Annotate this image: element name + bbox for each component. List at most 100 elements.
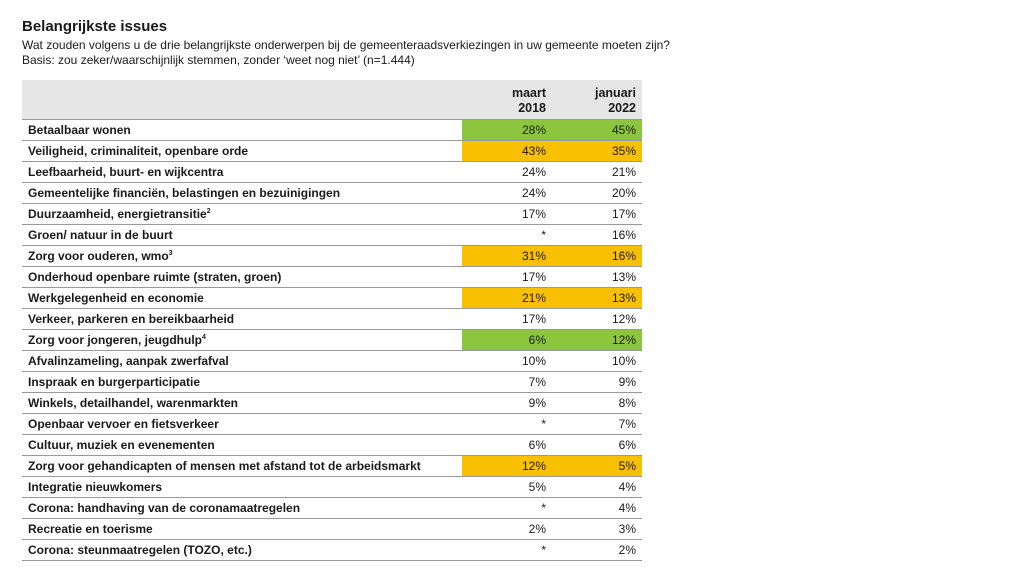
value-2022: 7% — [552, 413, 642, 435]
row-label-text: Winkels, detailhandel, warenmarkten — [28, 396, 238, 410]
value-2022: 21% — [552, 161, 642, 183]
row-label-text: Duurzaamheid, energietransitie — [28, 207, 207, 221]
row-label-text: Gemeentelijke financiën, belastingen en … — [28, 186, 341, 200]
value-2022: 17% — [552, 203, 642, 225]
value-2022: 45% — [552, 119, 642, 141]
row-label: Werkgelegenheid en economie — [22, 287, 462, 309]
value-2022: 8% — [552, 392, 642, 414]
value-2022: 2% — [552, 539, 642, 561]
row-label-text: Groen/ natuur in de buurt — [28, 228, 173, 242]
col-2018-line1: maart — [511, 86, 546, 100]
value-2022: 9% — [552, 371, 642, 393]
value-2022: 4% — [552, 476, 642, 498]
value-2018: 17% — [462, 203, 552, 225]
value-2022: 12% — [552, 308, 642, 330]
value-2022: 6% — [552, 434, 642, 456]
footnote-marker: 3 — [168, 250, 173, 257]
header-col-2022: januari 2022 — [552, 80, 642, 120]
value-2018: * — [462, 497, 552, 519]
row-label: Onderhoud openbare ruimte (straten, groe… — [22, 266, 462, 288]
row-label: Verkeer, parkeren en bereikbaarheid — [22, 308, 462, 330]
value-2018: 2% — [462, 518, 552, 540]
row-label: Leefbaarheid, buurt- en wijkcentra — [22, 161, 462, 183]
value-2022: 5% — [552, 455, 642, 477]
row-label-text: Betaalbaar wonen — [28, 123, 131, 137]
value-2022: 4% — [552, 497, 642, 519]
table-row: Inspraak en burgerparticipatie 7% 9% — [22, 371, 642, 393]
row-label-text: Integratie nieuwkomers — [28, 480, 163, 494]
value-2018: * — [462, 539, 552, 561]
issues-table: maart 2018 januari 2022 Betaalbaar wonen… — [22, 80, 642, 561]
table-row: Cultuur, muziek en evenementen 6% 6% — [22, 434, 642, 456]
table-row: Duurzaamheid, energietransitie2 17% 17% — [22, 203, 642, 225]
table-row: Onderhoud openbare ruimte (straten, groe… — [22, 266, 642, 288]
table-row: Werkgelegenheid en economie 21% 13% — [22, 287, 642, 309]
table-row: Afvalinzameling, aanpak zwerfafval 10% 10% — [22, 350, 642, 372]
row-label: Groen/ natuur in de buurt — [22, 224, 462, 246]
table-row: Winkels, detailhandel, warenmarkten 9% 8% — [22, 392, 642, 414]
header-label-cell — [22, 80, 462, 120]
table-body: Betaalbaar wonen 28% 45% Veiligheid, crimin… — [22, 119, 642, 561]
col-2018-line2: 2018 — [518, 101, 546, 115]
value-2018: 43% — [462, 140, 552, 162]
value-2022: 10% — [552, 350, 642, 372]
row-label: Zorg voor ouderen, wmo3 — [22, 245, 462, 267]
row-label-text: Onderhoud openbare ruimte (straten, groe… — [28, 270, 282, 284]
row-label-text: Zorg voor gehandicapten of mensen met af… — [28, 459, 421, 473]
row-label: Zorg voor gehandicapten of mensen met af… — [22, 455, 462, 477]
row-label: Openbaar vervoer en fietsverkeer — [22, 413, 462, 435]
value-2022: 16% — [552, 245, 642, 267]
row-label: Duurzaamheid, energietransitie2 — [22, 203, 462, 225]
row-label: Veiligheid, criminaliteit, openbare orde — [22, 140, 462, 162]
row-label: Recreatie en toerisme — [22, 518, 462, 540]
row-label-text: Openbaar vervoer en fietsverkeer — [28, 417, 219, 431]
value-2022: 12% — [552, 329, 642, 351]
value-2022: 3% — [552, 518, 642, 540]
row-label: Afvalinzameling, aanpak zwerfafval — [22, 350, 462, 372]
row-label-text: Corona: handhaving van de coronamaatrege… — [28, 501, 301, 515]
question-text: Wat zouden volgens u de drie belangrijks… — [22, 38, 670, 52]
row-label-text: Zorg voor ouderen, wmo — [28, 249, 169, 263]
header-block: Belangrijkste issues Wat zouden volgens … — [22, 18, 722, 68]
table-header: maart 2018 januari 2022 — [22, 80, 642, 120]
row-label-text: Afvalinzameling, aanpak zwerfafval — [28, 354, 229, 368]
row-label-text: Recreatie en toerisme — [28, 522, 153, 536]
table-row: Openbaar vervoer en fietsverkeer * 7% — [22, 413, 642, 435]
table-row: Verkeer, parkeren en bereikbaarheid 17% 12… — [22, 308, 642, 330]
row-label-text: Leefbaarheid, buurt- en wijkcentra — [28, 165, 224, 179]
row-label: Winkels, detailhandel, warenmarkten — [22, 392, 462, 414]
row-label: Betaalbaar wonen — [22, 119, 462, 141]
value-2018: 6% — [462, 329, 552, 351]
row-label: Gemeentelijke financiën, belastingen en … — [22, 182, 462, 204]
header-row: maart 2018 januari 2022 — [22, 80, 642, 120]
value-2018: 24% — [462, 161, 552, 183]
table-row: Integratie nieuwkomers 5% 4% — [22, 476, 642, 498]
row-label-text: Cultuur, muziek en evenementen — [28, 438, 215, 452]
row-label-text: Zorg voor jongeren, jeugdhulp — [28, 333, 202, 347]
value-2022: 35% — [552, 140, 642, 162]
row-label-text: Corona: steunmaatregelen (TOZO, etc.) — [28, 543, 252, 557]
value-2018: * — [462, 224, 552, 246]
row-label: Zorg voor jongeren, jeugdhulp4 — [22, 329, 462, 351]
row-label-text: Verkeer, parkeren en bereikbaarheid — [28, 312, 235, 326]
table-row: Zorg voor jongeren, jeugdhulp4 6% 12% — [22, 329, 642, 351]
value-2018: 10% — [462, 350, 552, 372]
value-2018: 24% — [462, 182, 552, 204]
row-label: Cultuur, muziek en evenementen — [22, 434, 462, 456]
footnote-marker: 2 — [206, 208, 211, 215]
value-2022: 13% — [552, 266, 642, 288]
table-row: Leefbaarheid, buurt- en wijkcentra 24% 21% — [22, 161, 642, 183]
value-2022: 16% — [552, 224, 642, 246]
value-2018: 5% — [462, 476, 552, 498]
value-2018: 28% — [462, 119, 552, 141]
table-row: Recreatie en toerisme 2% 3% — [22, 518, 642, 540]
row-label: Inspraak en burgerparticipatie — [22, 371, 462, 393]
row-label-text: Veiligheid, criminaliteit, openbare orde — [28, 144, 249, 158]
value-2022: 20% — [552, 182, 642, 204]
table-row: Groen/ natuur in de buurt * 16% — [22, 224, 642, 246]
row-label-text: Inspraak en burgerparticipatie — [28, 375, 201, 389]
value-2018: 9% — [462, 392, 552, 414]
table-row: Zorg voor gehandicapten of mensen met af… — [22, 455, 642, 477]
value-2018: 21% — [462, 287, 552, 309]
row-label-text: Werkgelegenheid en economie — [28, 291, 204, 305]
